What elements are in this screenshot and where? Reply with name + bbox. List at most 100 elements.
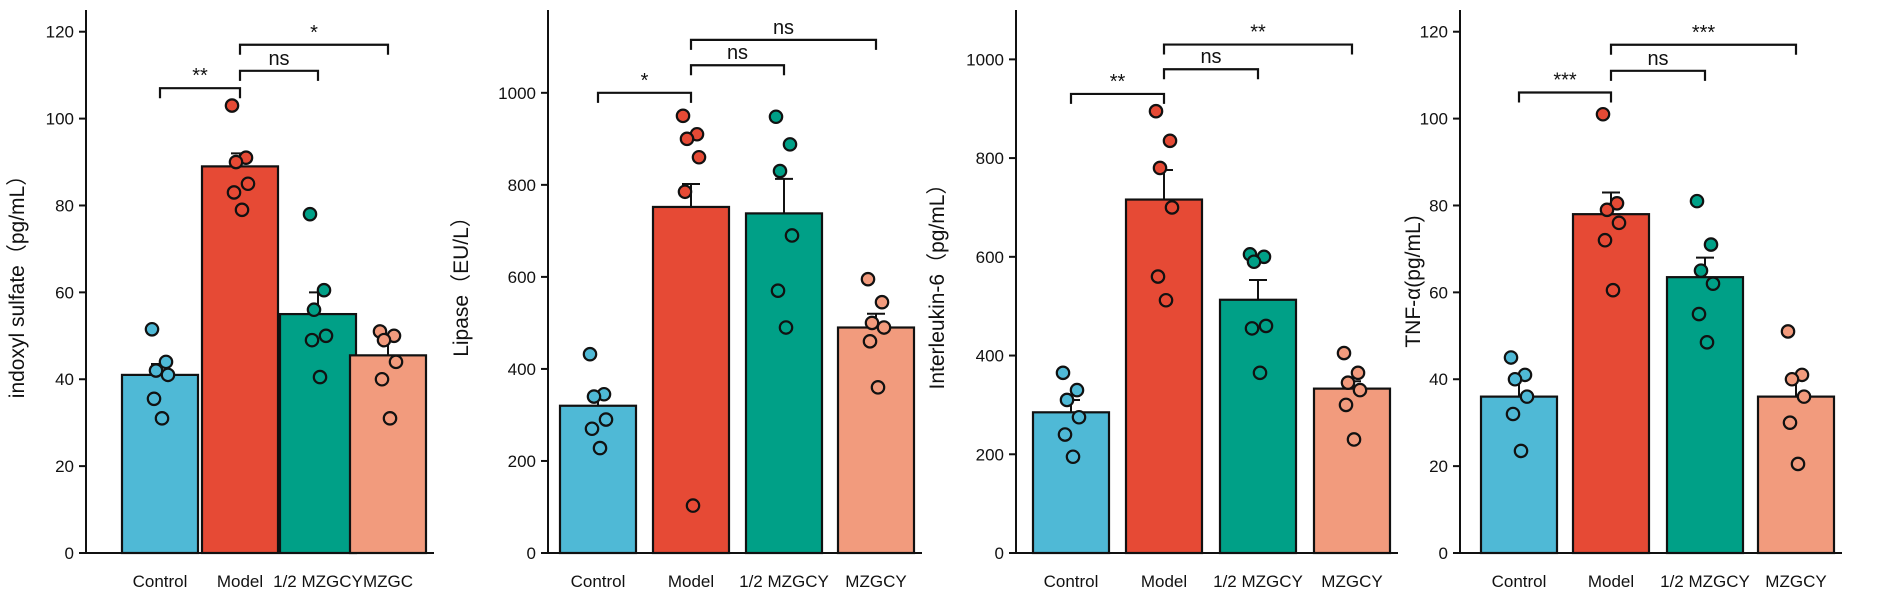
data-point bbox=[1336, 345, 1352, 361]
data-point bbox=[306, 302, 322, 318]
data-point bbox=[1703, 237, 1719, 252]
data-point bbox=[228, 154, 244, 170]
data-point bbox=[1244, 321, 1260, 336]
data-point bbox=[1057, 427, 1073, 442]
data-point bbox=[584, 421, 600, 437]
significance-label: ns bbox=[1200, 46, 1221, 68]
bar-2 bbox=[651, 205, 731, 555]
x-tick-label: MZGCY bbox=[1765, 572, 1826, 591]
significance-label: *** bbox=[1692, 22, 1716, 44]
data-point bbox=[1513, 443, 1529, 459]
chart-panel-4: 0 20 40 60 80 100 120 Control Model 1/2 MZGCY MZGC… bbox=[1402, 10, 1842, 591]
data-point bbox=[598, 412, 614, 427]
data-point bbox=[864, 315, 880, 331]
significance-label: ns bbox=[727, 42, 748, 64]
y-tick-label: 0 bbox=[1439, 544, 1448, 563]
x-tick-label: Model bbox=[668, 572, 714, 591]
data-point bbox=[862, 334, 878, 349]
data-point bbox=[1693, 263, 1709, 278]
bar-1 bbox=[1479, 395, 1559, 555]
data-point bbox=[1782, 415, 1798, 430]
y-tick-label: 80 bbox=[55, 196, 74, 215]
significance-bracket bbox=[689, 38, 878, 50]
significance-bracket bbox=[689, 64, 786, 76]
data-point bbox=[784, 228, 800, 243]
chart-panel-3: 0 200 400 600 800 1000 Control Model 1/2 MZGCY MZ… bbox=[926, 10, 1398, 591]
data-point bbox=[1069, 382, 1085, 398]
y-tick-label: 20 bbox=[1429, 457, 1448, 476]
y-tick-label: 100 bbox=[46, 110, 74, 129]
data-point bbox=[1350, 365, 1366, 381]
data-point bbox=[1346, 432, 1362, 447]
data-point bbox=[592, 440, 608, 456]
y-tick-label: 60 bbox=[55, 283, 74, 302]
y-axis-label: Interleukin-6（pg/mL） bbox=[926, 174, 949, 390]
data-point bbox=[1796, 389, 1812, 404]
y-tick-label: 100 bbox=[1420, 110, 1448, 129]
data-point bbox=[679, 131, 695, 147]
y-tick-label: 0 bbox=[527, 544, 536, 563]
data-point bbox=[382, 411, 398, 426]
x-tick-label: Model bbox=[1141, 572, 1187, 591]
significance-bracket bbox=[1517, 91, 1613, 103]
data-point bbox=[1338, 397, 1354, 413]
data-point bbox=[1352, 382, 1368, 398]
significance-label: * bbox=[310, 22, 318, 44]
x-tick-label: 1/2 MZGCY bbox=[739, 572, 829, 591]
y-tick-label: 0 bbox=[65, 544, 74, 563]
y-tick-label: 800 bbox=[976, 149, 1004, 168]
significance-bracket bbox=[596, 91, 693, 103]
data-point bbox=[768, 109, 784, 125]
data-point bbox=[224, 98, 240, 113]
y-tick-label: 60 bbox=[1429, 283, 1448, 302]
data-point bbox=[1246, 254, 1262, 270]
data-point bbox=[770, 283, 786, 299]
x-tick-label: MZGC bbox=[363, 572, 413, 591]
significance-label: ns bbox=[1647, 48, 1668, 70]
data-point bbox=[870, 380, 886, 395]
bar-4 bbox=[348, 354, 428, 555]
y-axis-label: Lipase（EU/L） bbox=[450, 206, 473, 357]
significance-label: ** bbox=[1110, 71, 1126, 93]
data-point bbox=[677, 184, 693, 200]
x-tick-label: 1/2 MZGCY bbox=[1660, 572, 1750, 591]
y-tick-label: 1000 bbox=[498, 84, 536, 103]
data-point bbox=[1164, 200, 1180, 215]
y-tick-label: 20 bbox=[55, 457, 74, 476]
data-point bbox=[1780, 324, 1796, 339]
data-point bbox=[144, 321, 160, 337]
data-point bbox=[160, 367, 176, 383]
data-point bbox=[226, 185, 242, 200]
chart-panel-2: 0 200 400 600 800 1000 Control Model 1/2 MZGCY MZ… bbox=[450, 10, 922, 591]
data-point bbox=[1258, 318, 1274, 334]
significance-bracket bbox=[1069, 92, 1166, 104]
data-point bbox=[154, 411, 170, 426]
x-tick-label: MZGCY bbox=[1321, 572, 1382, 591]
data-point bbox=[1689, 193, 1705, 209]
data-point bbox=[691, 149, 707, 165]
data-point bbox=[1162, 133, 1178, 149]
y-tick-label: 800 bbox=[508, 176, 536, 195]
data-point bbox=[240, 176, 256, 192]
bar-4 bbox=[836, 326, 916, 555]
x-tick-label: Control bbox=[1492, 572, 1547, 591]
bar-2 bbox=[1571, 213, 1651, 555]
data-point bbox=[1065, 449, 1081, 465]
data-point bbox=[302, 206, 318, 222]
significance-bracket bbox=[1609, 69, 1707, 81]
bar-2 bbox=[200, 165, 280, 555]
data-point bbox=[1691, 306, 1707, 322]
data-point bbox=[1705, 276, 1721, 291]
significance-bracket bbox=[1609, 43, 1798, 55]
significance-bracket bbox=[238, 43, 390, 55]
y-tick-label: 600 bbox=[976, 248, 1004, 267]
significance-bracket bbox=[1162, 68, 1260, 80]
data-point bbox=[1507, 371, 1523, 387]
x-tick-label: Control bbox=[1044, 572, 1099, 591]
data-point bbox=[874, 294, 890, 310]
data-point bbox=[1597, 232, 1613, 248]
data-point bbox=[234, 202, 250, 218]
data-point bbox=[148, 363, 164, 378]
significance-bracket bbox=[1162, 43, 1354, 55]
significance-label: ns bbox=[773, 17, 794, 39]
